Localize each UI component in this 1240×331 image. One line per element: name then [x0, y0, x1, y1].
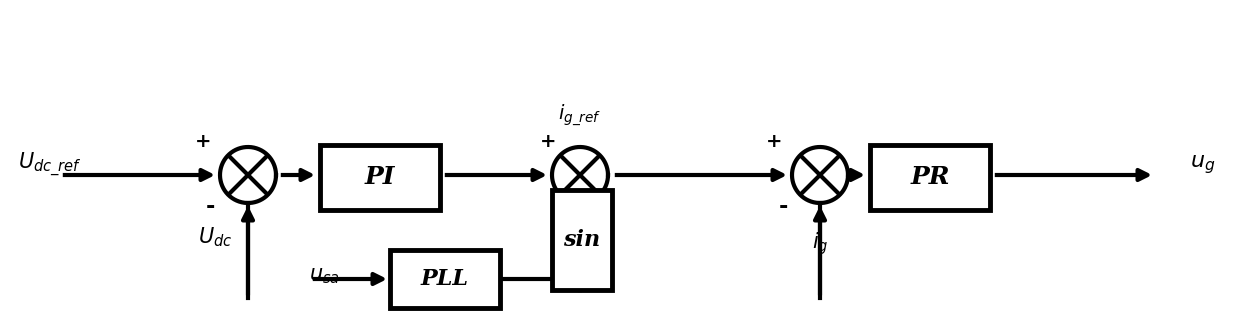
FancyBboxPatch shape [552, 190, 613, 290]
Text: +: + [195, 133, 211, 151]
Text: $u_{sa}$: $u_{sa}$ [309, 266, 340, 286]
Text: $u_g$: $u_g$ [1190, 154, 1215, 176]
Text: $i_g$: $i_g$ [812, 230, 828, 257]
Text: +: + [766, 133, 782, 151]
Text: $i_{g\_ref}$: $i_{g\_ref}$ [558, 103, 601, 128]
Text: -: - [206, 196, 215, 218]
FancyBboxPatch shape [870, 145, 990, 210]
Text: -: - [779, 196, 787, 218]
Text: PLL: PLL [422, 268, 469, 290]
FancyBboxPatch shape [391, 250, 500, 308]
Text: sin: sin [563, 229, 600, 251]
Text: $U_{dc}$: $U_{dc}$ [198, 225, 232, 249]
Text: +: + [539, 133, 557, 151]
Text: PR: PR [910, 166, 950, 190]
Text: $U_{dc\_ref}$: $U_{dc\_ref}$ [19, 151, 82, 179]
Text: PI: PI [365, 166, 396, 190]
FancyBboxPatch shape [320, 145, 440, 210]
